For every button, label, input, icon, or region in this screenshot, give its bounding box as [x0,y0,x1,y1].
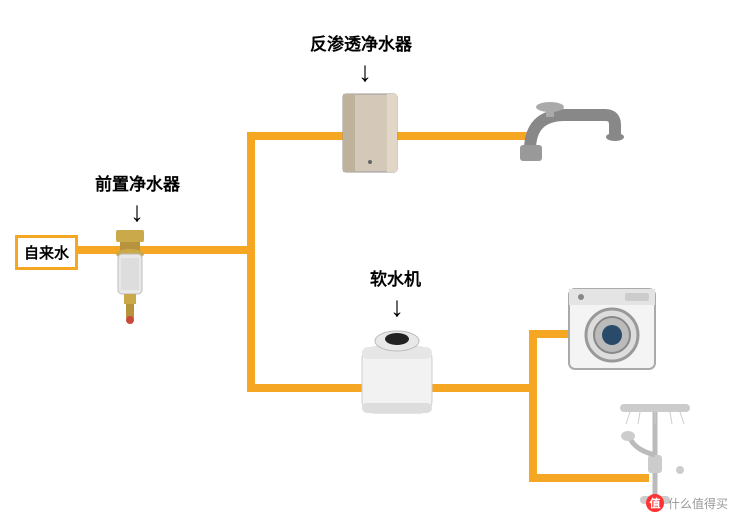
ro-arrow-icon: ↓ [358,58,372,86]
watermark-icon: 值 [646,494,664,512]
prefilter-arrow-icon: ↓ [130,198,144,226]
watermark: 值 什么值得买 [646,494,728,512]
pipe-soft-vert [529,330,537,482]
ro-device [335,92,405,182]
prefilter-device [110,230,150,330]
washer-icon [565,285,660,380]
softener-label: 软水机 [370,265,421,290]
softener-device [350,325,445,425]
pipe-vert-split [247,132,255,392]
watermark-text: 什么值得买 [668,495,728,512]
faucet-icon [510,95,630,170]
pipe-main [70,246,255,254]
source-label: 自来水 [15,235,78,270]
prefilter-label: 前置净水器 [95,170,180,195]
ro-label: 反渗透净水器 [310,30,412,55]
softener-arrow-icon: ↓ [390,293,404,321]
